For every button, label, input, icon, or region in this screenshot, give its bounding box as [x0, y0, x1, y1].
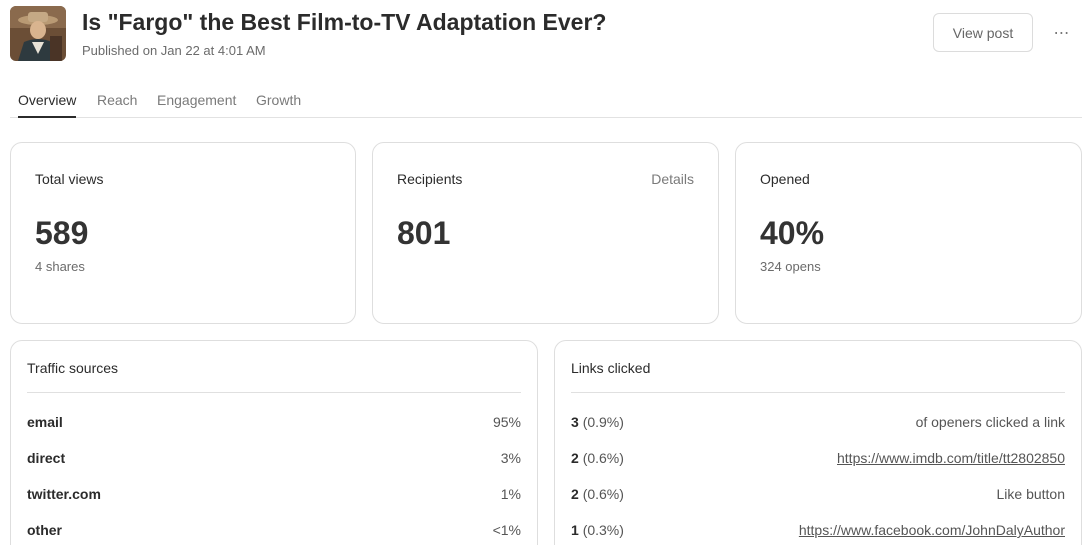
source-name: twitter.com — [27, 486, 101, 502]
stat-label: Opened — [760, 171, 810, 187]
click-target: of openers clicked a link — [915, 414, 1065, 430]
table-row: 2 (0.6%) https://www.imdb.com/title/tt28… — [571, 450, 1065, 470]
published-date: Published on Jan 22 at 4:01 AM — [82, 43, 266, 58]
stat-label: Recipients — [397, 171, 463, 187]
divider — [27, 392, 521, 393]
table-row: direct 3% — [27, 450, 521, 470]
click-count: 3 (0.9%) — [571, 414, 624, 430]
more-options-icon[interactable]: ⋯ — [1053, 25, 1071, 42]
panel-title: Traffic sources — [27, 360, 119, 376]
post-title: Is "Fargo" the Best Film-to-TV Adaptatio… — [82, 9, 607, 35]
traffic-sources-panel: Traffic sources email 95% direct 3% twit… — [10, 340, 538, 545]
panel-title: Links clicked — [571, 360, 651, 376]
recipients-card: Recipients Details 801 — [372, 142, 719, 324]
source-name: email — [27, 414, 63, 430]
tab-bar: Overview Reach Engagement Growth — [10, 90, 1082, 118]
tab-growth[interactable]: Growth — [256, 92, 302, 108]
table-row: email 95% — [27, 414, 521, 434]
stat-value: 801 — [397, 215, 451, 251]
stat-subtext: 324 opens — [760, 259, 821, 274]
tab-overview[interactable]: Overview — [18, 92, 77, 118]
view-post-button[interactable]: View post — [933, 13, 1033, 52]
click-count: 2 (0.6%) — [571, 486, 624, 502]
stat-label: Total views — [35, 171, 104, 187]
table-row: twitter.com 1% — [27, 486, 521, 506]
link-url[interactable]: https://www.facebook.com/JohnDalyAuthor — [798, 522, 1065, 538]
source-name: direct — [27, 450, 66, 466]
stat-value: 40% — [760, 215, 825, 251]
table-row: 2 (0.6%) Like button — [571, 486, 1065, 506]
divider — [571, 392, 1065, 393]
source-percent: 1% — [500, 486, 521, 502]
click-count: 1 (0.3%) — [571, 522, 624, 538]
tab-engagement[interactable]: Engagement — [157, 92, 237, 108]
source-percent: 3% — [500, 450, 521, 466]
source-name: other — [27, 522, 62, 538]
total-views-card: Total views 589 4 shares — [10, 142, 356, 324]
post-header: Is "Fargo" the Best Film-to-TV Adaptatio… — [10, 6, 1082, 62]
post-thumbnail — [10, 6, 66, 61]
tab-reach[interactable]: Reach — [97, 92, 138, 108]
opened-card: Opened 40% 324 opens — [735, 142, 1082, 324]
table-row: 1 (0.3%) https://www.facebook.com/JohnDa… — [571, 522, 1065, 542]
click-target: Like button — [996, 486, 1066, 502]
details-link[interactable]: Details — [651, 171, 694, 187]
stat-subtext: 4 shares — [35, 259, 85, 274]
stat-value: 589 — [35, 215, 89, 251]
table-row: 3 (0.9%) of openers clicked a link — [571, 414, 1065, 434]
link-url[interactable]: https://www.imdb.com/title/tt2802850 — [837, 450, 1065, 466]
click-count: 2 (0.6%) — [571, 450, 624, 466]
source-percent: 95% — [492, 414, 521, 430]
links-clicked-panel: Links clicked 3 (0.9%) of openers clicke… — [554, 340, 1082, 545]
source-percent: <1% — [492, 522, 521, 538]
table-row: other <1% — [27, 522, 521, 542]
